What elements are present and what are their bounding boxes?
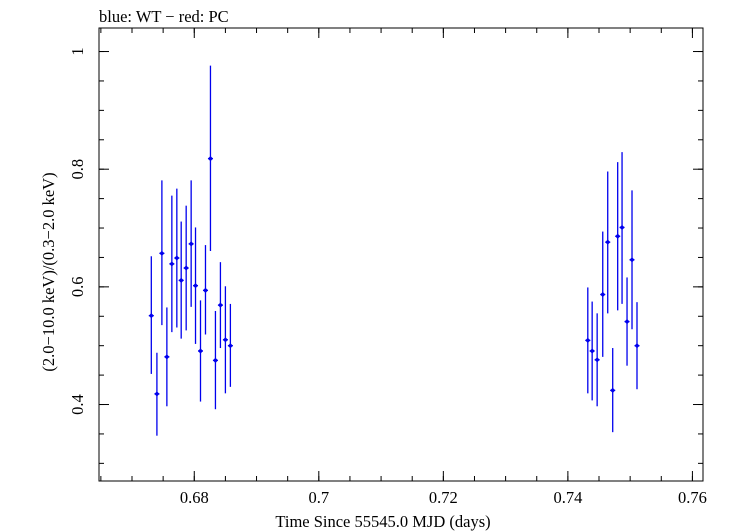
x-tick-label: 0.76 — [678, 488, 707, 507]
chart-title: blue: WT − red: PC — [99, 7, 229, 26]
y-tick-label: 0.6 — [68, 277, 87, 298]
data-point — [148, 313, 154, 319]
data-point — [202, 287, 209, 293]
data-point — [615, 233, 621, 239]
data-point — [619, 224, 625, 231]
data-point — [217, 302, 224, 308]
data-series — [148, 65, 640, 436]
x-axis-label: Time Since 55545.0 MJD (days) — [275, 512, 490, 531]
data-point — [159, 250, 165, 256]
data-point — [164, 354, 170, 360]
data-point — [192, 283, 199, 289]
x-tick-label: 0.74 — [553, 488, 582, 507]
data-point — [600, 291, 606, 298]
y-tick-label: 1 — [68, 47, 87, 55]
y-tick-label: 0.4 — [68, 394, 87, 415]
x-tick-label: 0.68 — [180, 488, 209, 507]
data-point — [610, 387, 616, 393]
x-tick-label: 0.7 — [308, 488, 329, 507]
data-point — [197, 348, 204, 354]
plot-frame — [98, 27, 704, 482]
data-point — [624, 318, 630, 325]
data-point — [188, 241, 194, 247]
data-point — [183, 265, 189, 271]
x-tick-label: 0.72 — [429, 488, 458, 507]
data-point — [227, 343, 233, 349]
data-point — [212, 357, 219, 363]
data-point — [589, 348, 595, 354]
data-point — [169, 261, 175, 267]
axis-tick-labels: 0.68 0.7 0.72 0.74 0.76 0.4 0.6 0.8 1 — [68, 47, 707, 507]
data-point — [154, 391, 160, 397]
data-point — [594, 357, 600, 363]
data-point — [207, 156, 214, 162]
data-point — [605, 239, 611, 245]
y-tick-label: 0.8 — [68, 159, 87, 180]
data-point — [585, 337, 591, 343]
axis-ticks — [99, 28, 703, 481]
y-axis-label: (2.0−10.0 keV)/(0.3−2.0 keV) — [39, 172, 58, 371]
data-point — [178, 277, 184, 283]
data-point — [222, 337, 229, 343]
data-point — [629, 257, 635, 263]
data-point — [174, 255, 180, 261]
data-point — [634, 343, 640, 349]
